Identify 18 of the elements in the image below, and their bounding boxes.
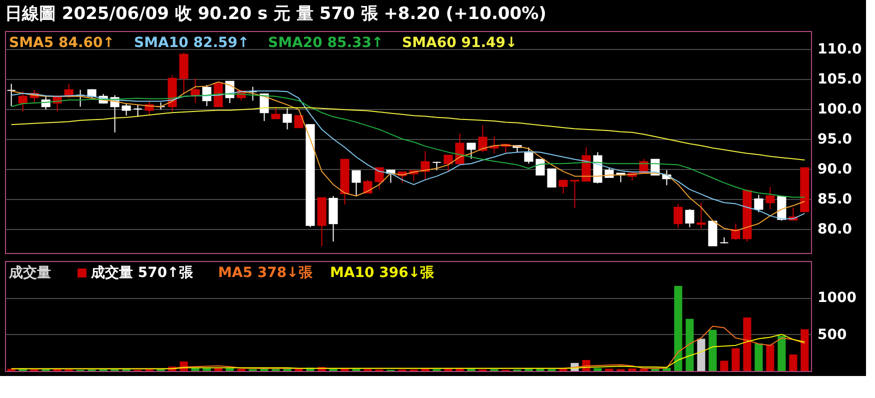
y-tick-label: 90.0 [818, 162, 852, 178]
text: MA5 378↓張 [218, 265, 314, 281]
text: SMA5 84.60↑ [9, 35, 114, 51]
y-tick-label: 500 [818, 326, 847, 343]
chart-title: 成交量 [8, 264, 51, 281]
y-tick-label: 105.0 [818, 72, 862, 88]
legend-label: 成交量 570↑張 [90, 264, 194, 281]
y-tick-label: 95.0 [818, 132, 852, 148]
y-tick-label: 80.0 [818, 222, 852, 238]
chart-title: 日線圖 2025/06/09 收 90.20 s 元 量 570 張 +8.20 (+10.00%) [5, 4, 546, 24]
y-tick-label: 100.0 [818, 102, 862, 118]
y-tick-label: 1000 [818, 290, 857, 306]
text: MA10 396↓張 [330, 265, 436, 281]
text: SMA60 91.49↓ [402, 35, 518, 51]
text: SMA20 85.33↑ [268, 35, 384, 51]
y-tick-label: 85.0 [818, 192, 852, 208]
y-tick-label: 110.0 [818, 42, 862, 58]
text: SMA10 82.59↑ [134, 35, 250, 51]
